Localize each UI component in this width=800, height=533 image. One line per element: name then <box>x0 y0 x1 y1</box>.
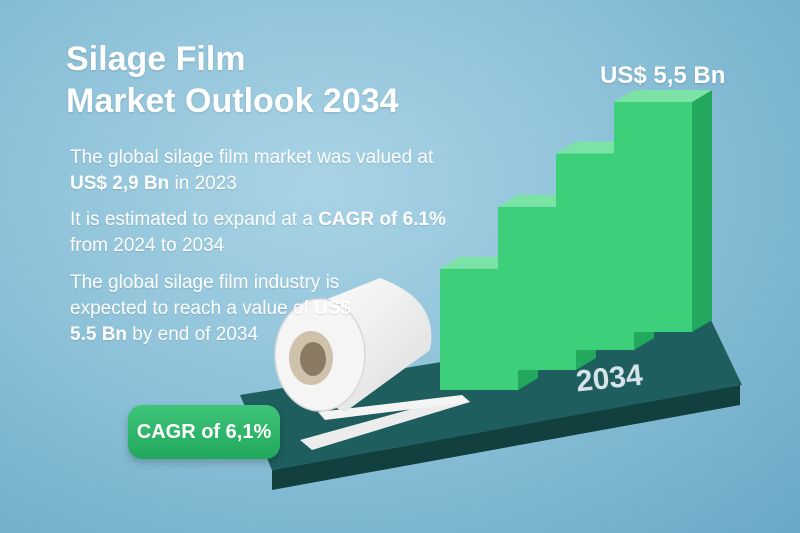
year-label: 2034 <box>574 358 645 399</box>
title-line-1: Silage Film <box>66 40 246 78</box>
title-line-2: Market Outlook 2034 <box>66 82 399 120</box>
bar-4 <box>614 90 712 332</box>
page-title: Silage Film Market Outlook 2034 <box>66 38 399 122</box>
market-value-2023: US$ 2,9 Bn <box>70 173 170 194</box>
forecast-value-2034: US$ 5.5 Bn <box>70 298 351 345</box>
forecast-statement: The global silage film industry is expec… <box>70 272 351 345</box>
film-sheet-shadow <box>318 395 470 420</box>
bars-group <box>440 90 712 390</box>
market-value-statement: The global silage film market was valued… <box>70 147 434 194</box>
bar-value-label: US$ 5,5 Bn <box>600 62 726 89</box>
film-roll <box>274 278 432 412</box>
film-sheet <box>300 395 470 450</box>
platform-side <box>272 385 740 490</box>
cagr-badge: CAGR of 6,1% <box>128 405 280 459</box>
cagr-highlight: CAGR of 6.1% <box>318 209 446 230</box>
cagr-statement: It is estimated to expand at a CAGR of 6… <box>70 209 446 256</box>
